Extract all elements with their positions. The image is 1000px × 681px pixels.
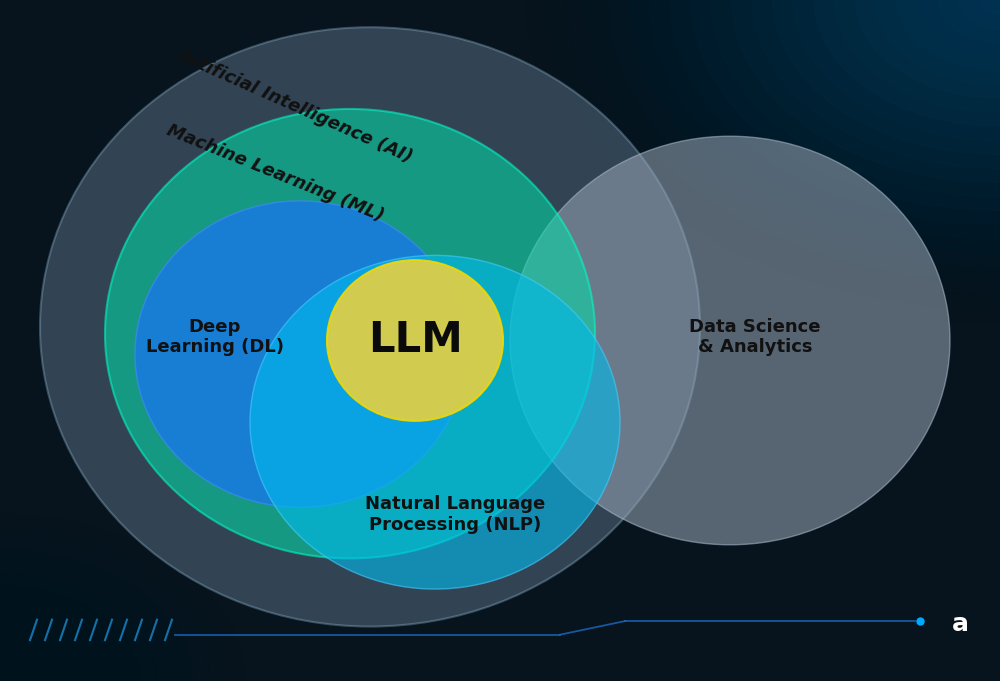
Text: Natural Language
Processing (NLP): Natural Language Processing (NLP) (365, 495, 545, 533)
Circle shape (856, 0, 1000, 98)
Text: Machine Learning (ML): Machine Learning (ML) (164, 122, 386, 225)
Text: a: a (952, 612, 968, 637)
Ellipse shape (40, 27, 700, 627)
Circle shape (773, 0, 1000, 155)
Circle shape (897, 0, 1000, 70)
Circle shape (835, 0, 1000, 112)
Ellipse shape (135, 201, 465, 507)
Circle shape (649, 0, 1000, 239)
Circle shape (711, 0, 1000, 197)
Circle shape (794, 0, 1000, 140)
Text: Data Science
& Analytics: Data Science & Analytics (689, 318, 821, 356)
Circle shape (876, 0, 1000, 84)
Text: Deep
Learning (DL): Deep Learning (DL) (146, 318, 284, 356)
Circle shape (938, 0, 1000, 42)
Ellipse shape (105, 109, 595, 558)
Circle shape (753, 0, 1000, 169)
Circle shape (814, 0, 1000, 127)
Ellipse shape (250, 255, 620, 589)
Circle shape (979, 0, 1000, 14)
Circle shape (732, 0, 1000, 183)
Text: Artificial Intelligence (AI): Artificial Intelligence (AI) (174, 46, 416, 165)
Ellipse shape (510, 136, 950, 545)
Circle shape (670, 0, 1000, 225)
Ellipse shape (327, 260, 503, 421)
Circle shape (691, 0, 1000, 210)
Circle shape (959, 0, 1000, 28)
Circle shape (918, 0, 1000, 57)
Text: LLM: LLM (368, 319, 462, 362)
